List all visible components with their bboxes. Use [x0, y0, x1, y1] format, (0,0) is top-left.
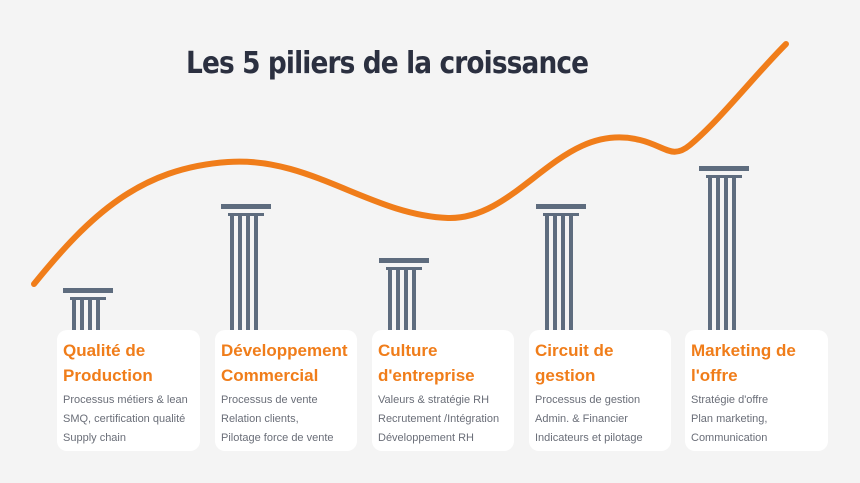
pillar-title: Qualité de Production — [63, 341, 153, 385]
pillar-detail: Relation clients, — [221, 413, 299, 425]
pillar-detail: Admin. & Financier — [535, 413, 628, 425]
pillar-detail: SMQ, certification qualité — [63, 413, 186, 425]
pillar-icon-1 — [63, 288, 113, 330]
pillar-detail: Pilotage force de vente — [221, 432, 334, 444]
pillar-detail: Processus de gestion — [535, 394, 641, 406]
pillar-icon-4 — [536, 204, 586, 330]
growth-curve — [31, 41, 789, 287]
pillar-title: Culture d'entreprise — [378, 341, 475, 385]
pillar-card-5: Marketing de l'offre Stratégie d'offre P… — [685, 330, 828, 451]
pillar-card-4: Circuit de gestion Processus de gestion … — [529, 330, 671, 451]
pillar-icon-5 — [699, 166, 749, 330]
pillar-detail: Valeurs & stratégie RH — [378, 394, 490, 406]
pillar-icon-3 — [379, 258, 429, 330]
pillar-detail: Supply chain — [63, 432, 126, 444]
pillar-card-3: Culture d'entreprise Valeurs & stratégie… — [372, 330, 514, 451]
pillar-detail: Processus de vente — [221, 394, 318, 406]
pillar-title: Marketing de l'offre — [691, 341, 796, 385]
page-title: Les 5 piliers de la croissance — [186, 46, 589, 81]
pillar-detail: Processus métiers & lean — [63, 394, 188, 406]
pillar-detail: Stratégie d'offre — [691, 394, 769, 406]
pillar-detail: Indicateurs et pilotage — [535, 432, 643, 444]
pillar-card-1: Qualité de Production Processus métiers … — [57, 330, 200, 451]
pillar-detail: Recrutement /Intégration — [378, 413, 500, 425]
pillar-title: Développement Commercial — [221, 341, 348, 385]
pillar-detail: Développement RH — [378, 432, 474, 444]
pillar-card-2: Développement Commercial Processus de ve… — [215, 330, 357, 451]
pillar-detail: Communication — [691, 432, 768, 444]
pillar-icon-2 — [221, 204, 271, 330]
pillar-title: Circuit de gestion — [535, 341, 614, 385]
pillar-detail: Plan marketing, — [691, 413, 768, 425]
